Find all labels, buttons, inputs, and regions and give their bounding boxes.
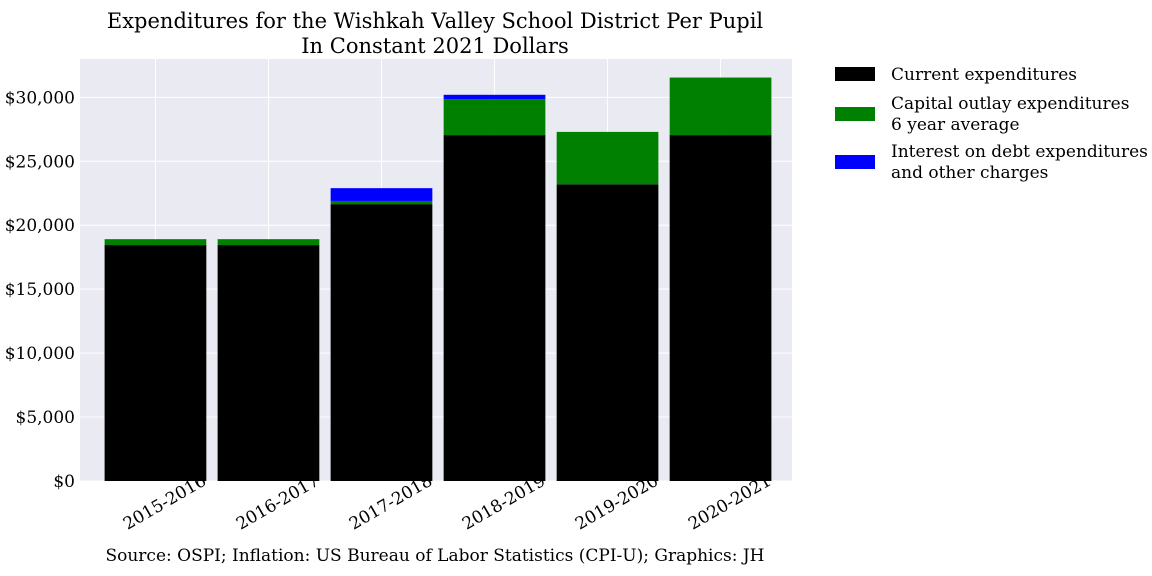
chart-title: Expenditures for the Wishkah Valley Scho… [107, 9, 764, 33]
bar-segment-current [217, 245, 320, 481]
legend-label: Capital outlay expenditures 6 year averag… [891, 94, 1129, 135]
bar-segment-current [669, 135, 772, 481]
y-tick-label: $0 [53, 472, 75, 492]
bar-segment-interest [443, 94, 546, 100]
bar-segment-interest [217, 239, 320, 240]
bar-segment-current [104, 245, 207, 481]
bar-segment-current [443, 135, 546, 481]
y-tick-label: $20,000 [5, 216, 75, 236]
source-note: Source: OSPI; Inflation: US Bureau of La… [105, 546, 764, 566]
bar-segment-current [556, 184, 659, 481]
bar-segment-current [330, 204, 433, 481]
bar-segment-capital [556, 131, 659, 185]
bars [104, 77, 772, 481]
bar-segment-capital [669, 77, 772, 136]
legend: Current expenditures Capital outlay expen… [835, 65, 1148, 183]
bar-segment-capital [104, 239, 207, 246]
y-tick-label: $30,000 [5, 88, 75, 108]
bar-segment-capital [330, 200, 433, 205]
legend-swatch [835, 67, 875, 81]
chart-subtitle: In Constant 2021 Dollars [301, 34, 568, 58]
y-axis-ticks: $0 $5,000 $10,000 $15,000 $20,000 $25,000 $30,… [5, 88, 75, 492]
bar-segment-capital [443, 99, 546, 136]
y-tick-label: $25,000 [5, 152, 75, 172]
legend-swatch [835, 107, 875, 121]
legend-swatch [835, 155, 875, 169]
y-tick-label: $15,000 [5, 280, 75, 300]
y-tick-label: $10,000 [5, 344, 75, 364]
y-tick-label: $5,000 [16, 408, 75, 428]
legend-label: Current expenditures [891, 65, 1077, 85]
bar-segment-capital [217, 239, 320, 246]
bar-segment-interest [104, 239, 207, 240]
legend-label: Interest on debt expenditures and other c… [891, 142, 1148, 183]
bar-segment-interest [330, 188, 433, 201]
